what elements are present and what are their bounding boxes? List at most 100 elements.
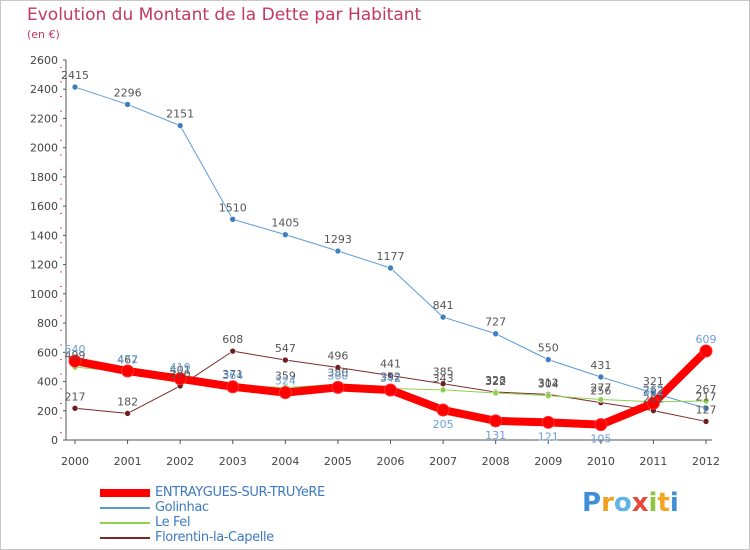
x-tick-label: 2007 [429,455,457,468]
data-label: 364 [222,369,243,382]
data-label: 550 [538,342,559,355]
data-point [331,380,345,394]
logo-letter: t [657,488,670,518]
data-point [492,389,499,397]
data-label: 312 [538,376,559,389]
y-tick-label: 2600 [30,54,58,67]
y-tick-label: 2000 [30,142,58,155]
y-tick-label: 200 [37,405,58,418]
data-point [387,264,394,272]
x-tick-label: 2003 [219,455,247,468]
y-tick-label: 1800 [30,171,58,184]
data-label: 182 [117,395,138,408]
data-point [282,231,289,238]
data-label: 380 [327,366,348,379]
data-label: 304 [538,378,559,391]
logo-letter: P [582,488,602,518]
data-point [124,101,131,108]
data-point [229,216,237,223]
data-point [173,372,187,386]
y-tick-label: 0 [51,434,58,447]
x-tick-label: 2010 [587,455,615,468]
data-label: 205 [433,418,454,431]
logo-letter: i [648,488,658,518]
data-point [68,354,82,368]
data-point [176,122,184,129]
data-label: 540 [65,343,86,356]
chart-title: Evolution du Montant de la Dette par Hab… [27,5,422,25]
data-label: 441 [380,358,401,371]
data-point [541,415,555,429]
data-label: 267 [696,383,717,396]
data-point [594,418,608,432]
data-label: 201 [643,393,664,406]
legend-swatch [100,522,150,524]
data-label: 547 [275,342,296,355]
x-tick-label: 2011 [639,455,667,468]
data-label: 321 [643,375,664,388]
data-label: 277 [590,382,611,395]
logo-letter: r [601,488,614,518]
data-point [439,313,447,321]
data-label: 217 [696,390,717,403]
data-label: 2415 [61,69,89,82]
data-point [71,83,79,91]
data-point [439,386,447,394]
data-point [436,403,450,417]
logo-letter: x [631,488,649,518]
data-label: 1510 [219,201,247,214]
data-label: 385 [433,366,454,379]
x-tick-label: 2002 [166,455,194,468]
data-point [229,347,237,355]
data-label: 352 [380,371,401,384]
legend-label: Le Fel [155,515,191,530]
data-label: 360 [327,369,348,382]
data-point [282,356,289,364]
data-label: 2151 [166,108,194,121]
data-label: 343 [433,372,454,385]
data-label: 499 [65,349,86,362]
legend-swatch [100,507,150,509]
data-label: 431 [590,359,611,372]
data-label: 1177 [377,250,405,263]
data-label: 127 [696,403,717,416]
data-point [124,410,131,417]
data-point [489,414,503,428]
data-point [384,383,397,397]
y-tick-label: 2400 [30,83,58,96]
data-label: 841 [433,299,454,312]
legend-label: Florentin-la-Capelle [155,530,274,545]
y-tick-label: 1200 [30,259,58,272]
x-tick-label: 2012 [692,455,720,468]
logo-letter: i [669,488,679,518]
x-tick-label: 2005 [324,455,352,468]
data-label: 467 [117,354,138,367]
data-label: 419 [170,361,191,374]
y-tick-label: 1000 [30,288,58,301]
data-label: 217 [65,390,86,403]
y-tick-label: 1400 [30,229,58,242]
data-point [334,247,342,255]
data-label: 1293 [324,233,352,246]
x-tick-label: 2001 [114,455,142,468]
data-point [597,396,605,403]
data-label: 252 [643,385,664,398]
data-label: 256 [590,385,611,398]
data-label: 359 [275,370,296,383]
proxiti-logo: Proxiti [582,488,679,518]
logo-letter: o [613,488,632,518]
data-label: 322 [485,375,506,388]
data-label: 1405 [271,217,299,230]
x-tick-label: 2004 [271,455,299,468]
data-point [278,386,292,400]
data-point [646,396,660,410]
data-label: 2296 [114,86,142,99]
data-point [650,389,657,397]
data-point [387,372,394,379]
y-tick-label: 400 [37,376,58,389]
data-label: 121 [538,430,559,443]
y-tick-label: 2200 [30,112,58,125]
data-label: 401 [170,363,191,376]
